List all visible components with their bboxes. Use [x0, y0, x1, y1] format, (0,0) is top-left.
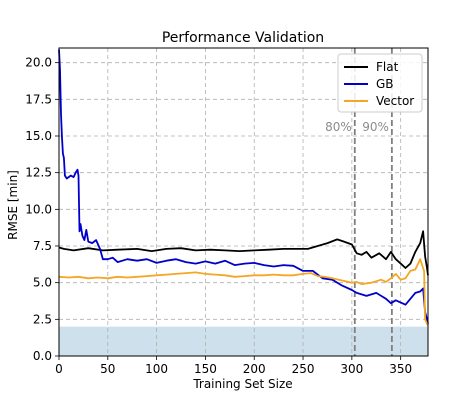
- legend-label-flat: Flat: [376, 60, 399, 74]
- x-tick-label: 0: [55, 362, 63, 376]
- legend-label-vector: Vector: [376, 94, 414, 108]
- y-tick-label: 0.0: [33, 349, 52, 363]
- y-tick-label: 7.5: [33, 239, 52, 253]
- y-tick-label: 12.5: [25, 166, 52, 180]
- y-tick-label: 15.0: [25, 129, 52, 143]
- x-tick-label: 250: [292, 362, 315, 376]
- y-tick-label: 2.5: [33, 312, 52, 326]
- x-tick-label: 300: [340, 362, 363, 376]
- legend-box: [337, 53, 423, 113]
- plot-area: 0 50 100 150 200 250 300 350 0.0 2.5 5.0 7.5 10.0 12.…: [25, 47, 429, 376]
- series-line-flat: [58, 230, 429, 276]
- plot-frame: [58, 47, 429, 357]
- y-tick-label: 5.0: [33, 276, 52, 290]
- y-tick-label: 17.5: [25, 92, 52, 106]
- chart-title: Performance Validation: [162, 30, 324, 46]
- x-tick-label: 150: [194, 362, 217, 376]
- x-tick-label: 200: [243, 362, 266, 376]
- x-tick-label: 100: [145, 362, 168, 376]
- vline-label-1: 80%: [325, 120, 352, 134]
- x-tick-label: 50: [100, 362, 115, 376]
- y-tick-label: 20.0: [25, 56, 52, 70]
- series-line-gb: [58, 49, 429, 324]
- y-tick-label: 10.0: [25, 202, 52, 216]
- y-axis-label: RMSE [min]: [6, 170, 20, 240]
- series-line-vector: [58, 258, 429, 326]
- vline-label-2: 90%: [362, 120, 389, 134]
- legend-label-gb: GB: [376, 77, 394, 91]
- x-tick-label: 350: [389, 362, 412, 376]
- x-axis-label: Training Set Size: [192, 377, 292, 391]
- shaded-band: [59, 326, 428, 356]
